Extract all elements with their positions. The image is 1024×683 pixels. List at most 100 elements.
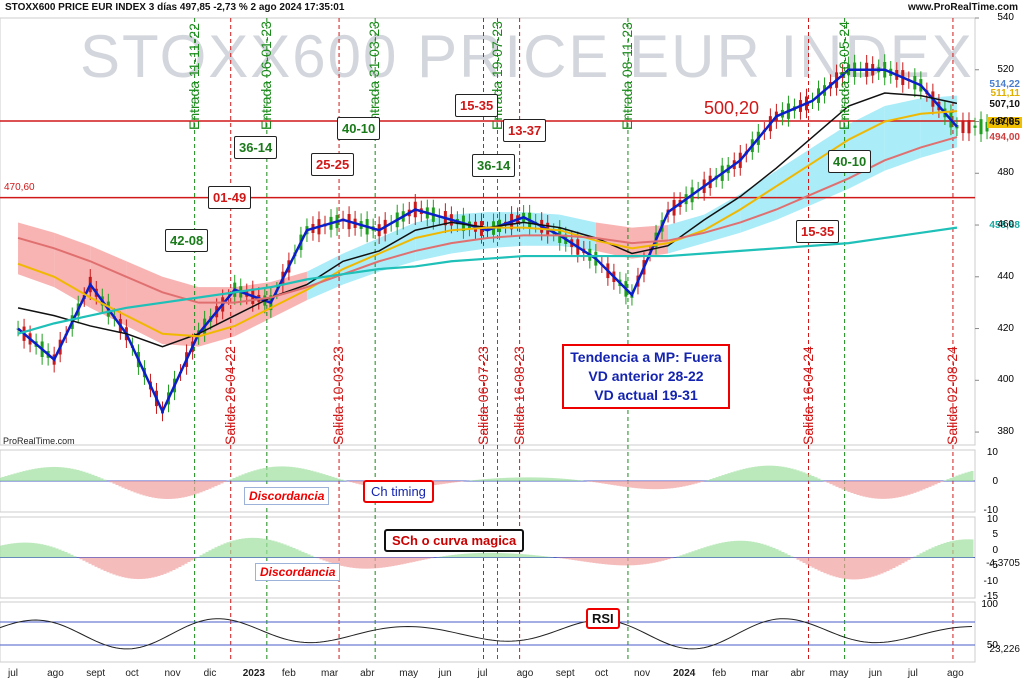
cloud-segment xyxy=(126,261,163,345)
annotation-box: 15-35 xyxy=(796,220,840,243)
signal-label: Entrada 11-11-22 xyxy=(185,23,202,130)
indicator-tick-label: 0 xyxy=(992,476,998,487)
x-tick-label: sept xyxy=(555,668,575,679)
candle-body xyxy=(961,120,965,134)
indicator-tick-label: 100 xyxy=(981,599,998,610)
discordancia-label: Discordancia xyxy=(244,487,330,505)
signal-label: Entrada 08-11-23 xyxy=(618,22,635,130)
x-tick-label: nov xyxy=(634,668,651,679)
x-tick-label: oct xyxy=(125,668,139,679)
indicator-tick-label: -10 xyxy=(983,575,998,587)
annotation-box: 15-35 xyxy=(455,94,499,117)
info-line: Tendencia a MP: Fuera xyxy=(570,349,722,365)
rsi-line xyxy=(0,618,973,650)
right-value-tag: 23,226 xyxy=(989,644,1020,655)
x-tick-label: jun xyxy=(438,668,452,679)
x-tick-label: mar xyxy=(751,668,769,679)
series-line-ma_slow xyxy=(17,136,958,304)
indicator-title: RSI xyxy=(586,608,620,629)
x-tick-label: 2024 xyxy=(673,668,696,679)
x-tick-label: oct xyxy=(594,668,609,679)
annotation-box: 40-10 xyxy=(337,117,381,140)
annotation-box: 25-25 xyxy=(311,153,355,176)
x-tick-label: jun xyxy=(868,668,883,679)
indicator-tick-label: -15 xyxy=(983,591,998,602)
indicator-tick-label: 5 xyxy=(992,529,998,541)
site-link[interactable]: www.ProRealTime.com xyxy=(907,2,1018,13)
y-tick-label: 540 xyxy=(997,12,1014,23)
candle-body xyxy=(967,120,971,134)
signal-label: Entrada 06-01-23 xyxy=(257,21,274,130)
indicator-panel-frame xyxy=(0,601,976,663)
cloud-segment xyxy=(668,214,705,254)
signal-label: Entrada 10-05-24 xyxy=(835,21,852,130)
x-tick-label: feb xyxy=(281,668,296,679)
right-value-tag: -4,3705 xyxy=(986,558,1020,569)
cloud-segment xyxy=(704,193,741,244)
indicator-title: Ch timing xyxy=(363,480,434,503)
candle-body xyxy=(985,121,989,132)
x-tick-label: abr xyxy=(360,668,375,679)
hline-label: 470,60 xyxy=(4,182,35,193)
annotation-box: 13-37 xyxy=(503,119,547,142)
annotation-box: 42-08 xyxy=(165,229,209,252)
cloud-segment xyxy=(740,170,777,233)
info-line: VD anterior 28-22 xyxy=(588,368,704,384)
y-tick-label: 520 xyxy=(997,63,1014,75)
annotation-box: 36-14 xyxy=(234,136,278,159)
right-value-tag: 458,68 xyxy=(989,220,1020,231)
right-value-tag: 514,22 xyxy=(989,79,1020,90)
indicator-tick-label: 50 xyxy=(986,640,998,651)
signal-label: Salida 06-07-23 xyxy=(474,346,491,445)
series-line-price xyxy=(17,68,958,415)
x-tick-label: jul xyxy=(907,668,918,679)
discordancia-label: Discordancia xyxy=(255,563,341,581)
x-tick-label: ago xyxy=(47,668,64,679)
watermark: STOXX600 PRICE EUR INDEX xyxy=(80,23,974,90)
indicator-tick-label: 0 xyxy=(992,544,998,556)
chart-header-title: STOXX600 PRICE EUR INDEX 3 días 497,85 -… xyxy=(5,2,345,13)
right-value-tag: 497,85 xyxy=(987,117,1022,128)
annotation-box: 01-49 xyxy=(208,186,252,209)
annotation-box: 36-14 xyxy=(472,154,516,177)
x-tick-label: abr xyxy=(790,668,805,679)
y-tick-label: 420 xyxy=(997,322,1014,334)
price-panel-frame xyxy=(0,17,976,446)
x-tick-label: ago xyxy=(516,668,534,679)
candle-body xyxy=(973,125,977,128)
x-tick-label: may xyxy=(399,668,419,679)
y-tick-label: 500 xyxy=(997,115,1014,127)
indicator-tick-label: 10 xyxy=(986,514,998,525)
x-tick-label: jul xyxy=(477,668,488,679)
candle-body xyxy=(979,119,983,135)
x-tick-label: jul xyxy=(8,668,19,679)
x-tick-label: ago xyxy=(947,668,964,679)
y-tick-label: 460 xyxy=(997,219,1014,231)
x-tick-label: dic xyxy=(203,668,217,679)
indicator-tick-label: 10 xyxy=(986,447,998,458)
y-tick-label: 480 xyxy=(997,167,1014,179)
x-tick-label: may xyxy=(829,668,849,679)
y-tick-label: 440 xyxy=(997,270,1014,282)
x-tick-label: sept xyxy=(86,668,106,679)
x-tick-label: feb xyxy=(712,668,727,679)
x-tick-label: nov xyxy=(164,668,181,679)
right-value-tag: 507,10 xyxy=(989,99,1020,110)
y-tick-label: 400 xyxy=(997,374,1014,386)
y-tick-label: 380 xyxy=(997,426,1014,438)
x-tick-label: 2023 xyxy=(242,668,265,679)
series-line-ma_mid xyxy=(17,110,958,338)
signal-label: Salida 10-03-23 xyxy=(330,346,347,445)
indicator-tick-label: -10 xyxy=(983,505,998,516)
signal-label: Salida 16-08-23 xyxy=(510,346,527,445)
indicator-title: SCh o curva magica xyxy=(384,529,525,552)
source-label: ProRealTime.com xyxy=(3,436,75,446)
trend-info-box: Tendencia a MP: Fuera VD anterior 28-22 … xyxy=(562,344,730,409)
right-value-tag: 494,00 xyxy=(989,132,1020,143)
signal-label: Salida 16-04-24 xyxy=(799,346,816,445)
signal-label: Entrada 31-03-23 xyxy=(366,21,383,130)
annotation-box: 40-10 xyxy=(828,150,872,173)
right-value-tag: 511,11 xyxy=(990,88,1020,99)
